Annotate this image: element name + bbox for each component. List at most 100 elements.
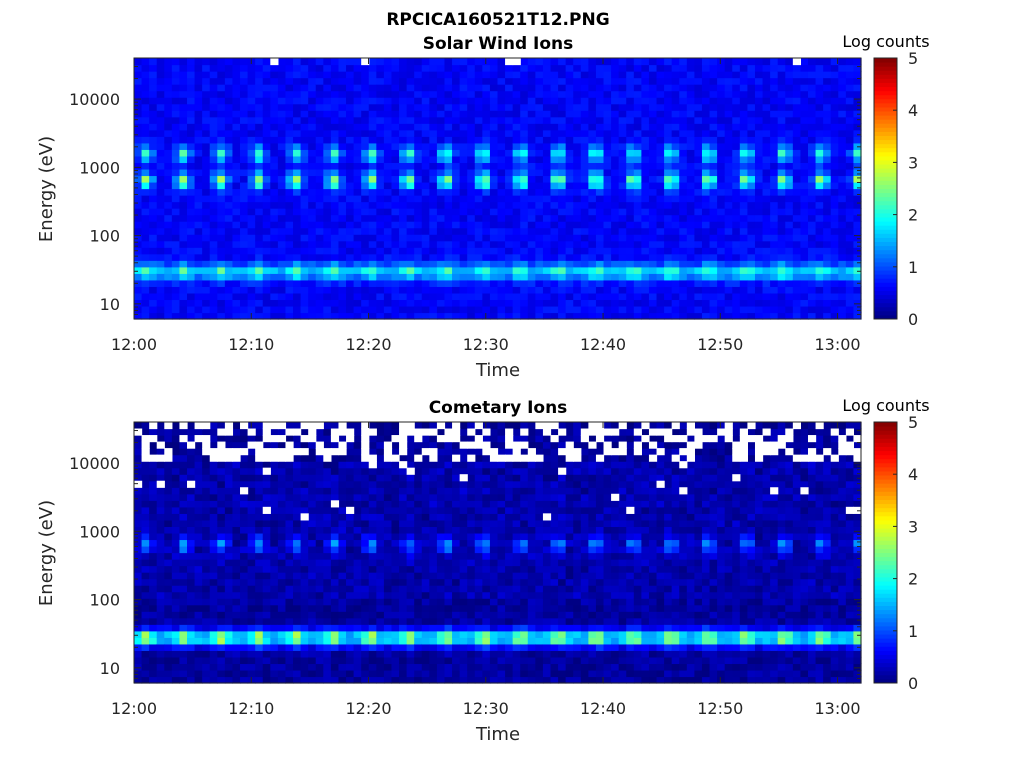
spectrogram-cell <box>467 97 476 105</box>
spectrogram-cell <box>823 188 832 196</box>
spectrogram-cell <box>141 227 150 235</box>
spectrogram-cell <box>770 188 779 196</box>
spectrogram-cell <box>497 188 506 196</box>
spectrogram-cell <box>270 532 279 541</box>
spectrogram-cell <box>679 273 688 281</box>
spectrogram-cell <box>171 234 181 242</box>
spectrogram-cell <box>626 292 635 301</box>
spectrogram-cell <box>179 643 188 651</box>
spectrogram-cell <box>187 617 196 625</box>
spectrogram-cell <box>209 630 218 638</box>
spectrogram-cell <box>823 299 832 307</box>
spectrogram-cell <box>202 110 211 118</box>
spectrogram-cell <box>179 676 188 684</box>
colorbar-swatch <box>874 172 897 177</box>
spectrogram-cell <box>300 650 309 658</box>
spectrogram-cell <box>171 273 181 281</box>
spectrogram-cell <box>399 260 408 268</box>
spectrogram-cell <box>141 123 150 131</box>
spectrogram-cell <box>293 637 302 645</box>
spectrogram-cell <box>247 572 256 580</box>
spectrogram-cell <box>255 500 264 508</box>
spectrogram-cell <box>141 539 150 547</box>
spectrogram-cell <box>421 312 430 320</box>
spectrogram-cell <box>323 97 332 105</box>
spectrogram-cell <box>436 168 446 177</box>
spectrogram-cell <box>459 234 468 242</box>
spectrogram-cell <box>732 129 741 137</box>
spectrogram-cell <box>838 175 847 183</box>
spectrogram-cell <box>671 227 680 235</box>
spectrogram-cell <box>792 273 802 281</box>
spectrogram-cell <box>792 312 802 320</box>
spectrogram-cell <box>315 650 324 658</box>
spectrogram-cell <box>747 90 756 98</box>
spectrogram-cell <box>361 116 370 124</box>
spectrogram-cell <box>141 663 150 671</box>
spectrogram-cell <box>785 273 794 281</box>
spectrogram-cell <box>270 201 279 209</box>
spectrogram-cell <box>694 84 703 92</box>
colorbar-label: Log counts <box>842 32 929 51</box>
spectrogram-cell <box>293 240 302 248</box>
spectrogram-cell <box>452 142 461 150</box>
spectrogram-cell <box>754 71 764 79</box>
spectrogram-cell <box>497 77 506 85</box>
spectrogram-cell <box>255 149 264 157</box>
spectrogram-cell <box>338 175 347 183</box>
spectrogram-cell <box>338 110 347 118</box>
spectrogram-cell <box>179 578 188 586</box>
spectrogram-cell <box>240 279 249 287</box>
spectrogram-cell <box>187 286 196 294</box>
spectrogram-cell <box>277 611 287 619</box>
spectrogram-cell <box>648 227 658 235</box>
spectrogram-cell <box>134 58 143 66</box>
spectrogram-cell <box>240 221 249 229</box>
spectrogram-cell <box>467 129 476 137</box>
spectrogram-cell <box>368 71 377 79</box>
spectrogram-cell <box>807 305 817 314</box>
spectrogram-cell <box>315 559 324 567</box>
spectrogram-cell <box>224 650 234 658</box>
spectrogram-cell <box>754 90 764 98</box>
spectrogram-cell <box>255 545 264 554</box>
spectrogram-cell <box>542 84 552 92</box>
spectrogram-cell <box>459 142 468 150</box>
spectrogram-cell <box>285 110 294 118</box>
spectrogram-cell <box>187 312 196 320</box>
spectrogram-cell <box>262 532 271 541</box>
spectrogram-cell <box>785 97 794 105</box>
spectrogram-cell <box>777 149 786 157</box>
spectrogram-cell <box>459 247 468 255</box>
spectrogram-cell <box>618 116 627 124</box>
spectrogram-cell <box>611 227 620 235</box>
spectrogram-cell <box>656 64 665 72</box>
spectrogram-cell <box>474 201 483 209</box>
spectrogram-cell <box>171 77 181 85</box>
spectrogram-cell <box>656 273 665 281</box>
spectrogram-cell <box>346 227 355 235</box>
spectrogram-cell <box>807 77 817 85</box>
spectrogram-cell <box>247 617 256 625</box>
spectrogram-cell <box>845 97 855 105</box>
spectrogram-cell <box>187 299 196 307</box>
spectrogram-cell <box>255 676 264 684</box>
spectrogram-cell <box>277 162 287 170</box>
spectrogram-cell <box>209 260 218 268</box>
spectrogram-cell <box>141 168 150 177</box>
spectrogram-cell <box>308 669 317 678</box>
spectrogram-cell <box>724 77 733 85</box>
spectrogram-cell <box>240 227 249 235</box>
spectrogram-cell <box>300 441 309 449</box>
spectrogram-cell <box>141 299 150 307</box>
spectrogram-cell <box>262 539 271 547</box>
spectrogram-cell <box>429 149 438 157</box>
spectrogram-cell <box>368 292 377 301</box>
spectrogram-cell <box>739 116 748 124</box>
spectrogram-cell <box>149 630 158 638</box>
spectrogram-cell <box>171 578 181 586</box>
spectrogram-cell <box>187 240 196 248</box>
spectrogram-cell <box>171 624 181 632</box>
spectrogram-cell <box>830 208 839 216</box>
spectrogram-cell <box>830 77 839 85</box>
